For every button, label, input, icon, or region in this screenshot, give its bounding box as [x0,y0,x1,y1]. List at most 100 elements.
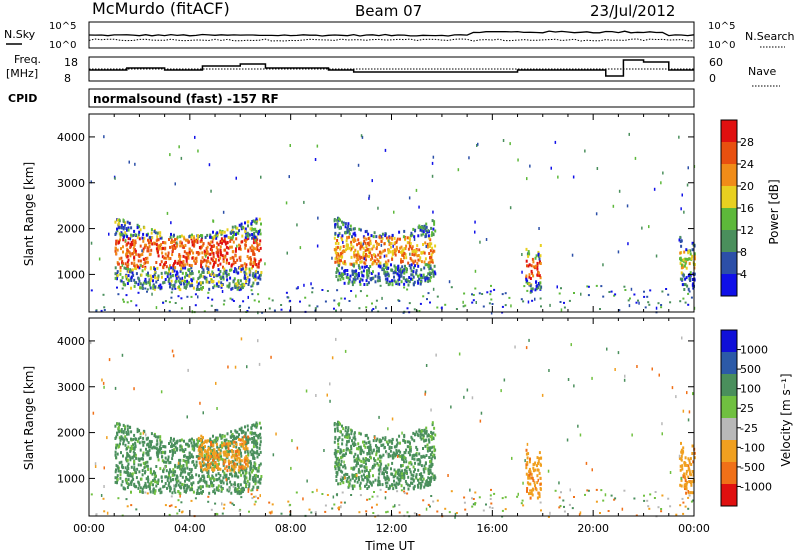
echo-cell [490,311,493,315]
echo-cell [258,242,261,246]
echo-cell [179,288,182,292]
echo-cell [636,365,638,368]
echo-cell [369,258,372,262]
echo-cell [215,246,218,250]
echo-cell [434,272,437,276]
echo-cell [415,473,418,477]
echo-cell [177,465,180,469]
echo-cell [393,248,396,252]
echo-cell [260,475,263,478]
echo-cell [202,468,205,472]
echo-cell [368,474,371,478]
echo-cell [369,265,372,268]
echo-cell [197,236,200,240]
echo-cell [192,455,195,459]
echo-cell [173,443,175,447]
echo-cell [528,273,531,277]
echo-cell [531,299,534,302]
echo-cell [342,277,345,281]
echo-cell [226,442,228,446]
echo-cell [334,465,336,469]
echo-cell [423,430,426,434]
echo-cell [238,247,241,250]
echo-cell [188,451,191,455]
echo-cell [678,135,680,139]
echo-cell [182,464,185,467]
echo-cell [116,431,118,435]
echo-cell [220,232,223,236]
echo-cell [158,246,161,250]
echo-cell [425,263,428,267]
echo-cell [268,307,271,310]
echo-cell [240,468,243,472]
echo-cell [255,263,258,267]
echo-cell [239,462,242,466]
echo-cell [414,259,417,263]
echo-cell [648,303,651,306]
echo-cell [472,503,475,506]
echo-cell [478,496,481,499]
echo-cell [168,277,171,281]
echo-cell [186,279,189,283]
echo-cell [153,434,156,437]
echo-cell [137,282,140,286]
echo-cell [381,296,383,300]
echo-cell [381,483,384,487]
echo-cell [683,210,685,214]
echo-cell [286,251,288,255]
echo-cell [148,482,151,486]
echo-cell [184,479,186,483]
echo-cell [472,498,475,500]
echo-cell [136,467,139,471]
echo-cell [185,490,187,494]
echo-cell [359,290,362,293]
echo-cell [422,436,425,440]
echo-cell [193,242,196,246]
echo-cell [164,261,167,265]
echo-cell [233,469,235,473]
echo-cell [239,466,242,470]
echo-cell [217,254,220,258]
echo-cell [355,294,357,298]
echo-cell [240,337,243,341]
echo-cell [213,461,216,465]
echo-cell [160,390,163,394]
echo-cell [211,298,214,301]
echo-cell [190,468,193,472]
echo-cell [118,218,121,222]
echo-cell [522,504,525,507]
echo-cell [685,469,688,473]
echo-cell [682,258,685,262]
echo-cell [689,491,692,495]
echo-cell [362,253,365,257]
echo-cell [139,436,142,439]
echo-cell [147,274,150,278]
echo-cell [232,256,235,260]
echo-cell [402,235,405,239]
echo-cell [365,462,367,466]
echo-cell [684,301,687,304]
echo-cell [661,290,664,293]
echo-cell [130,480,133,484]
echo-cell [221,479,224,483]
echo-cell [338,274,341,278]
echo-cell [372,439,375,443]
echo-cell [396,272,399,276]
echo-cell [342,223,345,227]
echo-cell [342,465,345,469]
echo-cell [246,231,249,235]
echo-cell [237,450,240,454]
echo-cell [243,262,246,266]
echo-cell [207,466,210,470]
echo-cell [539,501,542,504]
echo-cell [433,445,436,449]
echo-cell [239,438,242,442]
echo-cell [195,473,198,477]
echo-cell [305,389,308,393]
echo-cell [429,255,432,259]
echo-cell [591,468,593,472]
echo-cell [334,257,337,261]
echo-cell [373,491,375,493]
echo-cell [573,384,575,388]
echo-cell [356,461,358,464]
